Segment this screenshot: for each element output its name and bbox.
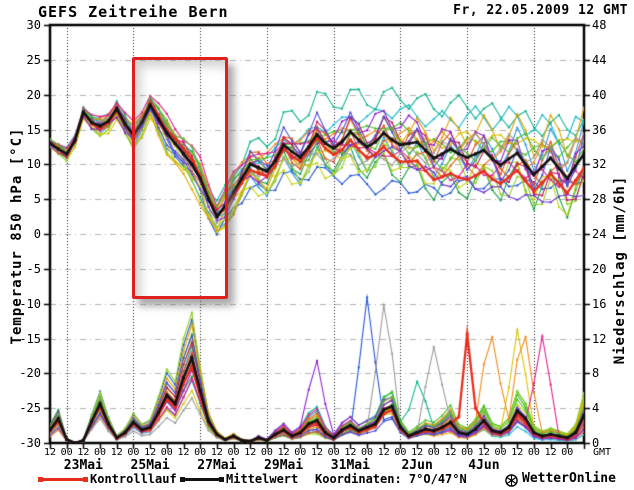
run-datetime: Fr, 22.05.2009 12 GMT [453, 3, 628, 18]
right-tick-label: 36 [592, 122, 607, 137]
x-tick-label: 00 [294, 447, 307, 458]
right-tick-label: 8 [592, 366, 600, 381]
x-tick-label: 12 [344, 447, 357, 458]
x-tick-label: 00 [461, 447, 474, 458]
coordinates-label: Koordinaten: 7°O/47°N [315, 472, 467, 486]
x-tick-label: 00 [227, 447, 240, 458]
control-line-sample [38, 477, 88, 482]
x-tick-label: 12 [511, 447, 524, 458]
x-tick-label: 12 [177, 447, 190, 458]
left-tick-label: 5 [33, 192, 41, 207]
x-tick-label: 12 [444, 447, 457, 458]
x-tick-label: 12 [377, 447, 390, 458]
x-tick-label: 00 [327, 447, 340, 458]
x-tick-label: 00 [494, 447, 507, 458]
legend-mean-label: Mittelwert [226, 472, 299, 486]
left-tick-label: -15 [19, 331, 41, 346]
x-tick-label: 12 [244, 447, 257, 458]
left-tick-label: 0 [33, 227, 41, 241]
x-tick-label: 12 [43, 447, 57, 458]
x-tick-label: 00 [94, 447, 107, 458]
left-tick-label: -30 [19, 436, 41, 450]
x-date-label: 23Mai [63, 458, 103, 473]
x-tick-label: 12 [411, 447, 424, 458]
x-date-label: 27Mai [197, 458, 237, 473]
x-tick-label: 12 [77, 447, 90, 458]
right-tick-label: 32 [592, 157, 607, 172]
brand-label: WetterOnline [522, 471, 616, 486]
right-tick-label: 12 [592, 331, 607, 346]
x-tick-label: 00 [127, 447, 140, 458]
x-tick-label: 00 [427, 447, 440, 458]
right-tick-label: 0 [592, 436, 600, 450]
right-tick-label: 24 [592, 227, 607, 241]
x-tick-label: 00 [394, 447, 407, 458]
x-date-label: 31Mai [330, 458, 370, 473]
x-tick-label: 00 [361, 447, 374, 458]
left-tick-label: -10 [19, 296, 41, 311]
left-tick-label: 15 [26, 122, 41, 137]
page-title: GEFS Zeitreihe Bern [38, 3, 229, 21]
right-tick-label: 44 [592, 52, 607, 67]
mean-line-sample [180, 477, 224, 482]
x-date-label: 2Jun [401, 458, 433, 473]
left-tick-label: -5 [26, 261, 41, 276]
left-tick-label: 10 [26, 157, 41, 172]
left-tick-label: 20 [26, 87, 41, 102]
x-tick-label: 12 [310, 447, 324, 458]
highlight-box [132, 57, 228, 299]
left-tick-label: 25 [26, 52, 41, 67]
x-tick-label: 00 [160, 447, 173, 458]
right-tick-label: 20 [592, 261, 607, 276]
x-date-label: 25Mai [130, 458, 170, 473]
x-tick-label: 00 [561, 447, 574, 458]
x-date-label: 29Mai [264, 458, 304, 473]
x-tick-label: 12 [144, 447, 157, 458]
x-tick-label: 00 [60, 447, 73, 458]
x-tick-label: 12 [110, 447, 123, 458]
x-tick-label: 00 [527, 447, 540, 458]
x-tick-label: 00 [194, 447, 207, 458]
wetteronline-logo-icon [505, 472, 518, 490]
x-tick-label: 12 [544, 447, 557, 458]
x-tick-label: GMT [592, 447, 612, 458]
right-tick-label: 4 [592, 401, 600, 416]
x-tick-label: 12 [477, 447, 490, 458]
right-tick-label: 28 [592, 192, 607, 207]
right-tick-label: 48 [592, 18, 607, 32]
x-date-label: 4Jun [468, 458, 500, 473]
x-tick-label: 12 [210, 447, 223, 458]
x-tick-label: 00 [260, 447, 273, 458]
legend-control-label: Kontrolllauf [90, 472, 177, 486]
left-tick-label: 30 [26, 18, 41, 32]
right-tick-label: 16 [592, 296, 607, 311]
left-tick-label: -20 [19, 366, 41, 381]
right-tick-label: 40 [592, 87, 607, 102]
x-tick-label: 12 [277, 447, 290, 458]
left-tick-label: -25 [19, 401, 41, 416]
